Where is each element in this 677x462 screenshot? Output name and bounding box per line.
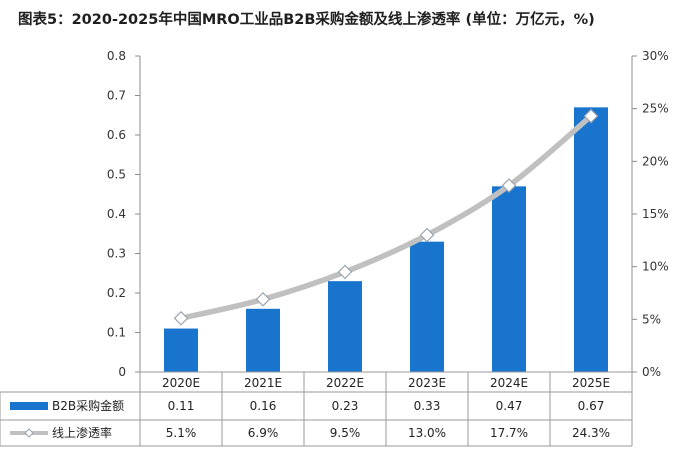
bar: [492, 186, 526, 372]
line-marker: [501, 178, 517, 193]
axes: 0 0.1 0.2 0.3 0.4 0.5 0.6 0.7 0.8 0% 5% 10% 15% 20% 25…: [107, 49, 669, 379]
left-tick-label: 0.4: [107, 207, 126, 221]
category-label: 2024E: [490, 376, 528, 390]
line-series: [173, 108, 599, 326]
left-tick-label: 0.8: [107, 49, 126, 63]
table-value-bar: 0.67: [578, 399, 605, 413]
table-value-bar: 0.11: [168, 399, 195, 413]
category-label: 2023E: [408, 376, 446, 390]
line-marker: [173, 310, 189, 326]
left-tick-label: 0.7: [107, 89, 126, 103]
bar: [328, 281, 362, 372]
left-tick-label: 0.3: [107, 247, 126, 261]
category-label: 2025E: [572, 376, 610, 390]
right-tick-label: 15%: [642, 207, 669, 221]
table-value-line: 9.5%: [330, 426, 361, 440]
table-value-bar: 0.47: [496, 399, 523, 413]
right-tick-label: 30%: [642, 49, 669, 63]
line-path: [178, 113, 594, 322]
table-value-line: 6.9%: [248, 426, 279, 440]
category-label: 2021E: [244, 376, 282, 390]
data-table: 2020E 2021E 2022E 2023E 2024E 2025E B2B采购金额线上渗…: [0, 371, 633, 447]
left-tick-label: 0.2: [107, 286, 126, 300]
table-value-line: 13.0%: [408, 426, 446, 440]
legend-label-line: 线上渗透率: [52, 425, 112, 440]
right-tick-label: 5%: [642, 312, 661, 326]
bar: [574, 107, 608, 372]
category-label: 2022E: [326, 376, 364, 390]
category-label: 2020E: [162, 376, 200, 390]
bar: [410, 241, 444, 372]
legend-label-bar: B2B采购金额: [52, 398, 124, 413]
left-tick-label: 0.1: [107, 326, 126, 340]
table-value-bar: 0.16: [250, 399, 277, 413]
table-value-line: 24.3%: [572, 426, 610, 440]
right-tick-label: 20%: [642, 154, 669, 168]
bar-series: [164, 107, 608, 372]
line-marker: [583, 108, 599, 124]
legend-key-bar: [10, 402, 48, 410]
left-tick-label: 0.6: [107, 128, 126, 142]
table-value-line: 5.1%: [166, 426, 197, 440]
table-value-bar: 0.33: [414, 399, 441, 413]
line-marker: [255, 291, 271, 307]
left-tick-label: 0: [118, 365, 126, 379]
chart-title: 图表5：2020-2025年中国MRO工业品B2B采购金额及线上渗透率 (单位：…: [18, 12, 595, 28]
table-value-bar: 0.23: [332, 399, 359, 413]
right-tick-label: 10%: [642, 260, 669, 274]
line-marker: [419, 227, 435, 243]
line-marker: [337, 264, 353, 280]
left-tick-label: 0.5: [107, 168, 126, 182]
bar: [246, 308, 280, 372]
right-tick-label: 0%: [642, 365, 661, 379]
table-value-line: 17.7%: [490, 426, 528, 440]
right-tick-label: 25%: [642, 102, 669, 116]
bar: [164, 328, 198, 372]
legend-key-marker: [24, 428, 34, 438]
